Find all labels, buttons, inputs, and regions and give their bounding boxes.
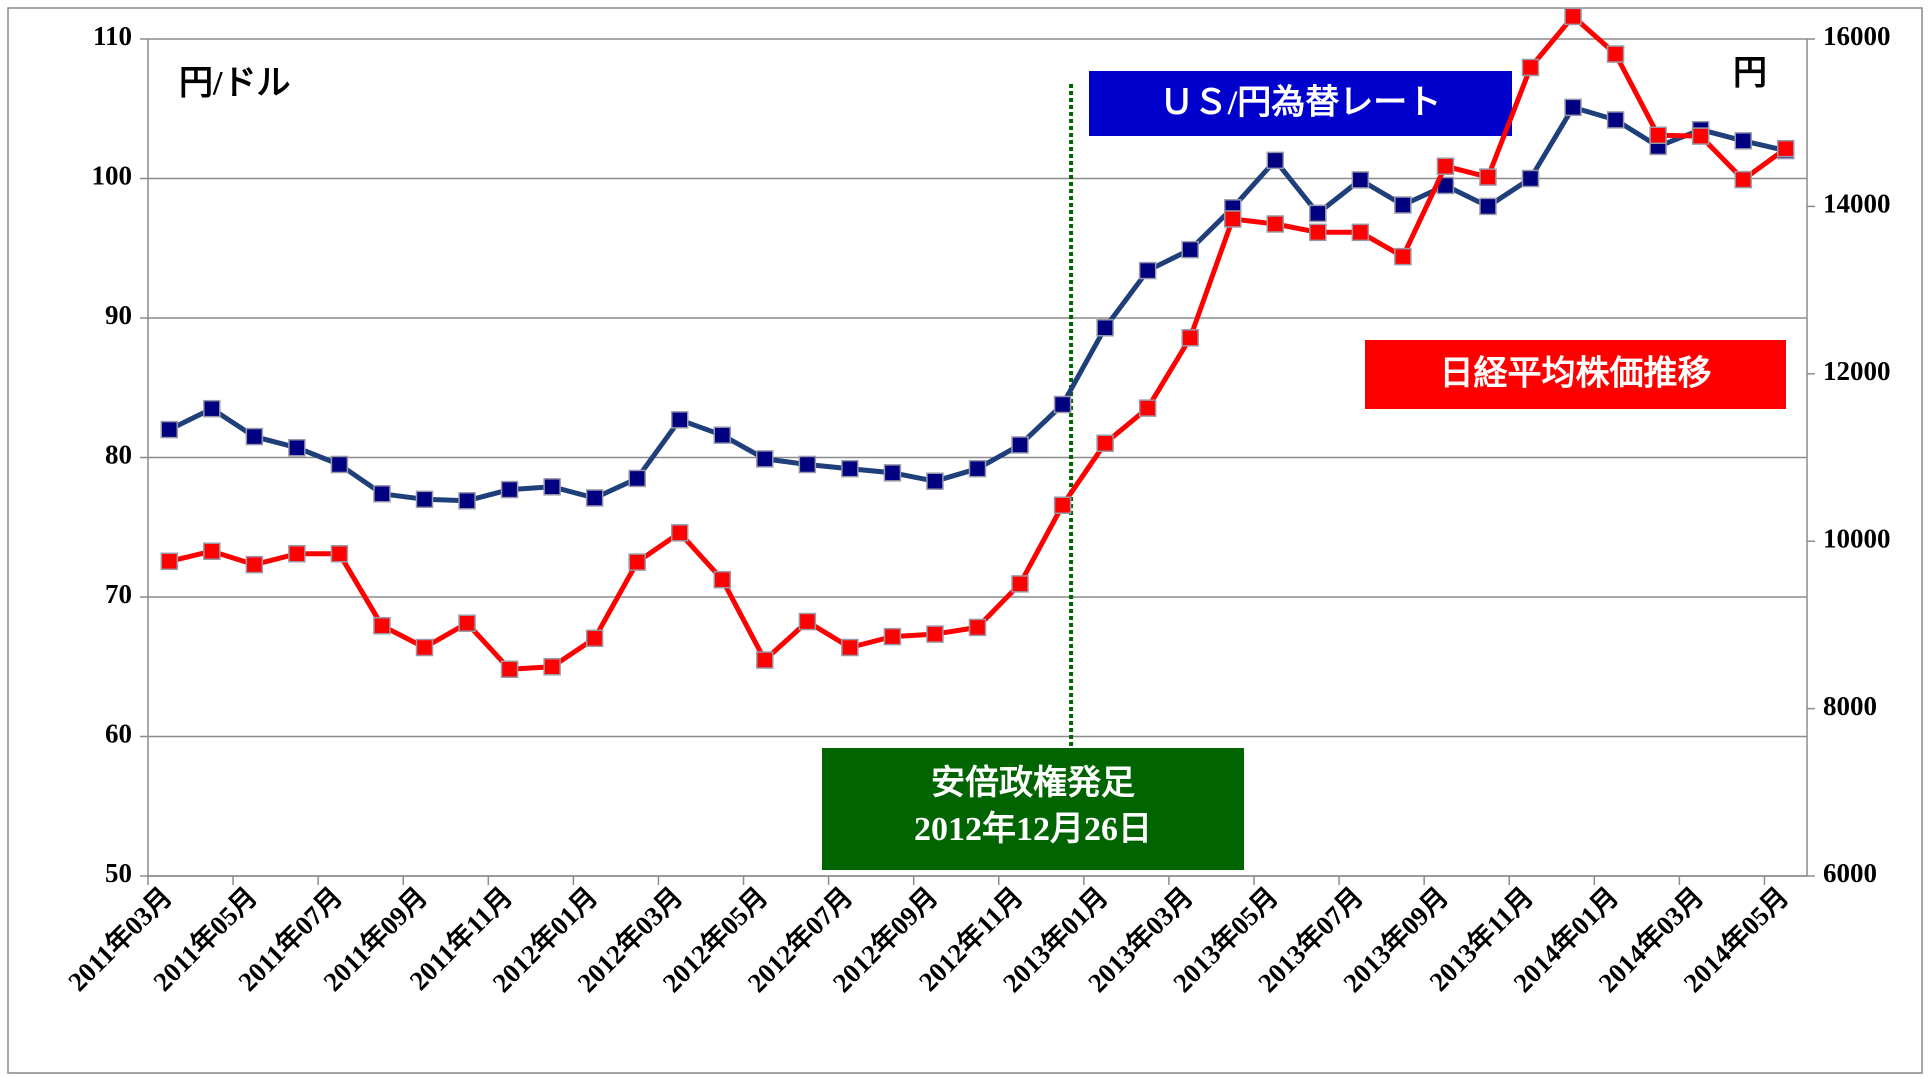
data-point bbox=[1776, 139, 1795, 158]
data-point bbox=[1734, 170, 1752, 189]
data-point bbox=[160, 420, 179, 439]
data-point bbox=[841, 638, 859, 657]
data-point bbox=[1606, 111, 1625, 129]
data-point bbox=[330, 545, 349, 563]
y-tick-label: 60 bbox=[105, 719, 132, 749]
data-point bbox=[288, 438, 306, 457]
data-point bbox=[1309, 204, 1327, 223]
y-tick-label: 100 bbox=[92, 161, 133, 191]
data-point bbox=[203, 399, 221, 418]
data-point bbox=[415, 638, 434, 657]
data-point bbox=[500, 660, 519, 679]
y-tick-label: 80 bbox=[105, 440, 132, 470]
chart-frame bbox=[7, 7, 1923, 1074]
data-point bbox=[543, 658, 561, 676]
data-point bbox=[926, 625, 944, 643]
data-point bbox=[1436, 157, 1455, 175]
y-axis-label: 円/ドル bbox=[179, 65, 290, 102]
data-point bbox=[628, 469, 646, 488]
event-box bbox=[822, 748, 1244, 870]
data-point bbox=[883, 464, 902, 482]
data-point bbox=[415, 490, 434, 509]
y2-tick-label: 12000 bbox=[1823, 356, 1891, 386]
y2-tick-label: 6000 bbox=[1823, 858, 1877, 888]
data-point bbox=[1309, 223, 1327, 242]
data-point bbox=[1564, 7, 1582, 26]
data-point bbox=[1479, 197, 1497, 216]
data-point bbox=[1394, 196, 1412, 214]
series-label-box bbox=[1365, 340, 1786, 409]
data-point bbox=[1691, 127, 1710, 145]
data-point bbox=[330, 455, 349, 474]
data-point bbox=[1606, 45, 1625, 63]
data-point bbox=[1053, 496, 1072, 514]
series-label-box bbox=[1089, 71, 1512, 136]
data-point bbox=[458, 491, 476, 510]
data-point bbox=[458, 614, 476, 632]
data-point bbox=[1564, 98, 1582, 117]
data-point bbox=[373, 616, 391, 635]
data-point bbox=[373, 485, 391, 503]
y2-tick-label: 16000 bbox=[1823, 21, 1891, 51]
series-label: ＵＳ/円為替レート bbox=[1160, 83, 1441, 121]
data-point bbox=[245, 427, 264, 446]
series-label: 日経平均株価推移 bbox=[1440, 354, 1712, 392]
data-point bbox=[968, 618, 987, 637]
data-point bbox=[1351, 223, 1370, 242]
data-point bbox=[1521, 58, 1540, 77]
event-label: 安倍政権発足 bbox=[931, 764, 1135, 802]
data-point bbox=[756, 651, 774, 669]
data-point bbox=[628, 553, 646, 571]
y-tick-label: 50 bbox=[105, 858, 132, 888]
data-point bbox=[1734, 132, 1752, 150]
data-point bbox=[841, 459, 859, 478]
y-tick-label: 110 bbox=[93, 21, 132, 51]
data-point bbox=[1011, 575, 1029, 593]
y2-tick-label: 10000 bbox=[1823, 523, 1891, 553]
data-point bbox=[756, 450, 774, 468]
data-point bbox=[1181, 240, 1199, 259]
data-point bbox=[585, 489, 604, 507]
data-point bbox=[1096, 319, 1114, 337]
data-point bbox=[1266, 215, 1285, 233]
data-point bbox=[1011, 436, 1029, 454]
series-line bbox=[168, 104, 1787, 504]
data-point bbox=[1351, 171, 1370, 189]
data-point bbox=[1138, 399, 1157, 417]
data-point bbox=[1138, 261, 1157, 280]
data-point bbox=[1266, 151, 1285, 170]
data-point bbox=[1096, 434, 1114, 453]
data-point bbox=[1223, 210, 1242, 228]
data-point bbox=[670, 411, 689, 429]
data-point bbox=[798, 612, 817, 631]
data-point bbox=[543, 478, 561, 496]
data-point bbox=[883, 627, 902, 646]
data-point bbox=[585, 629, 604, 648]
data-point bbox=[670, 524, 689, 542]
data-point bbox=[160, 552, 179, 571]
data-point bbox=[926, 472, 944, 490]
data-point bbox=[1394, 247, 1412, 266]
y2-tick-label: 14000 bbox=[1823, 189, 1891, 219]
data-point bbox=[1181, 329, 1199, 347]
event-label: 2012年12月26日 bbox=[914, 810, 1152, 848]
data-point bbox=[500, 480, 519, 499]
y2-tick-label: 8000 bbox=[1823, 691, 1877, 721]
data-point bbox=[1479, 168, 1497, 186]
data-point bbox=[1649, 126, 1667, 145]
data-point bbox=[713, 570, 732, 589]
data-point bbox=[1521, 169, 1540, 188]
data-point bbox=[713, 426, 732, 444]
data-point bbox=[798, 455, 817, 474]
data-point bbox=[968, 459, 987, 478]
data-point bbox=[245, 555, 264, 574]
data-point bbox=[203, 542, 221, 560]
y-tick-label: 90 bbox=[105, 300, 132, 330]
y-tick-label: 70 bbox=[105, 579, 132, 609]
y2-axis-label: 円 bbox=[1733, 55, 1767, 92]
data-point bbox=[288, 545, 306, 563]
data-point bbox=[1053, 395, 1072, 414]
